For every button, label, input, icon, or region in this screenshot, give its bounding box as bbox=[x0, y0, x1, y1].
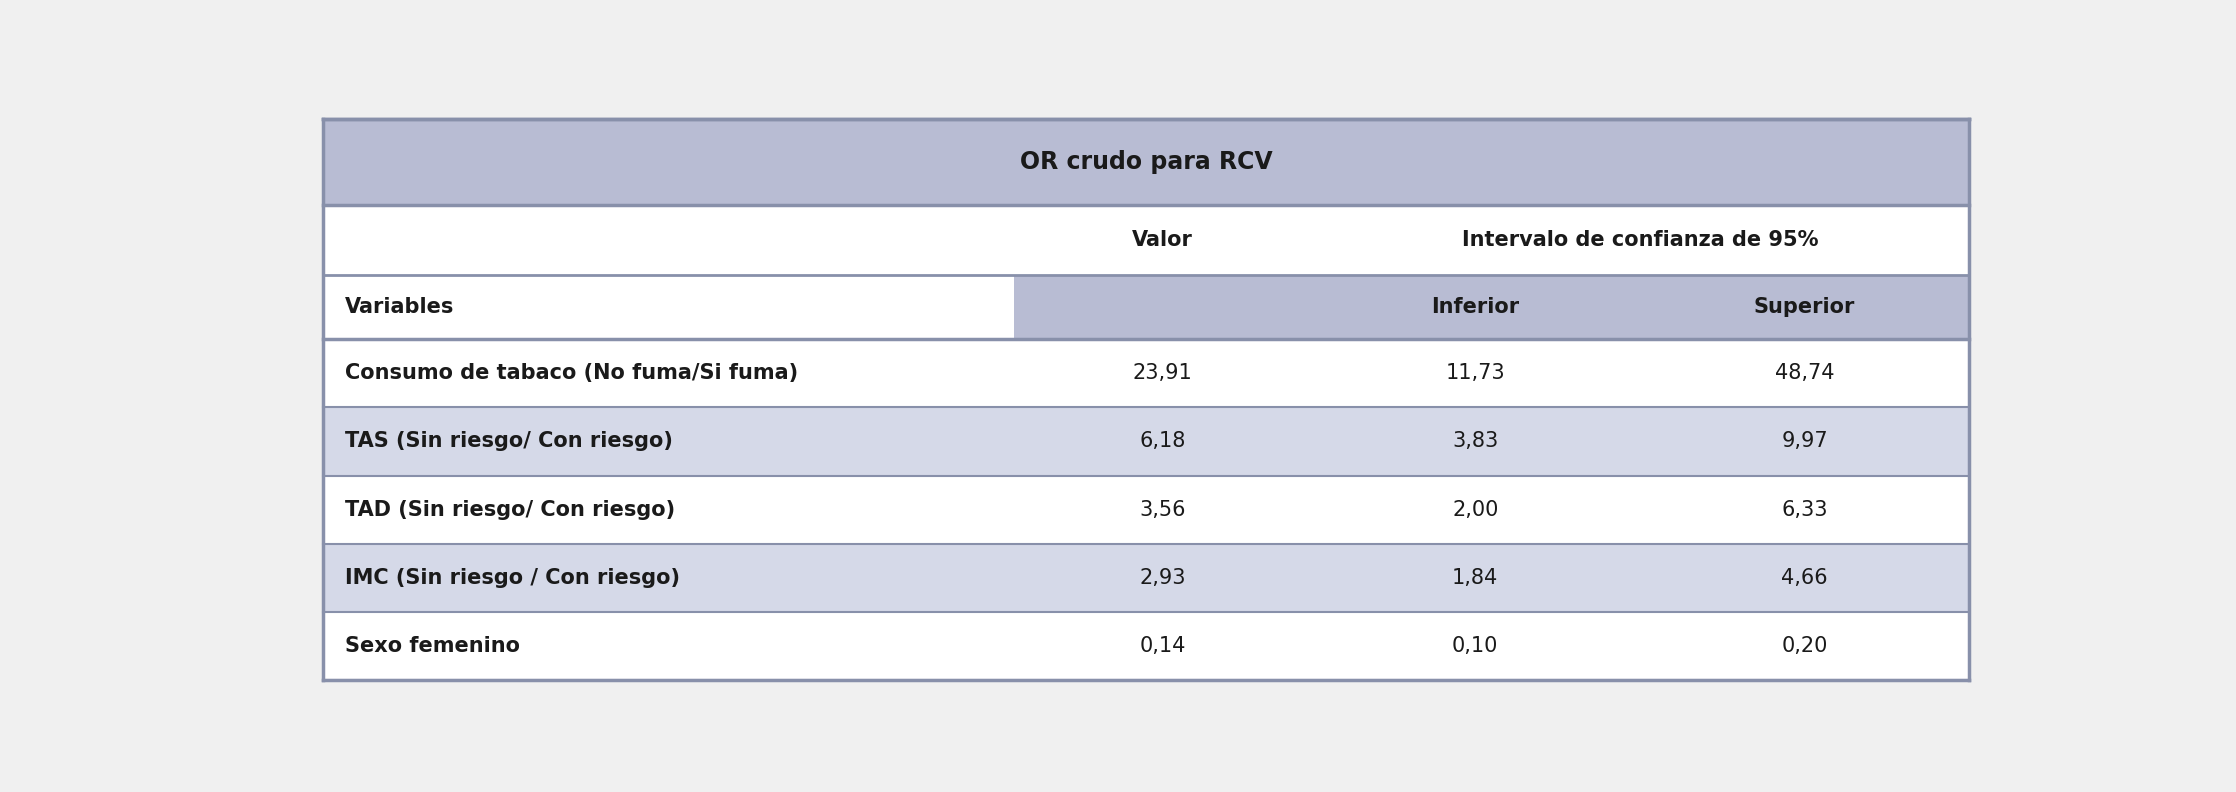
Text: 6,18: 6,18 bbox=[1138, 432, 1185, 451]
Text: 11,73: 11,73 bbox=[1444, 363, 1505, 383]
Bar bbox=[322, 275, 1015, 339]
Text: 0,20: 0,20 bbox=[1782, 636, 1827, 657]
Bar bbox=[1310, 339, 1639, 407]
Text: 1,84: 1,84 bbox=[1451, 568, 1498, 588]
Text: Inferior: Inferior bbox=[1431, 297, 1518, 317]
Text: Variables: Variables bbox=[344, 297, 454, 317]
Text: 2,93: 2,93 bbox=[1138, 568, 1185, 588]
Text: Intervalo de confianza de 95%: Intervalo de confianza de 95% bbox=[1462, 230, 1818, 250]
Bar bbox=[1015, 544, 1310, 612]
Bar bbox=[1310, 612, 1639, 680]
Bar bbox=[322, 544, 1015, 612]
Bar bbox=[1310, 275, 1639, 339]
Text: 0,14: 0,14 bbox=[1138, 636, 1185, 657]
Text: 2,00: 2,00 bbox=[1451, 500, 1498, 520]
Text: TAS (Sin riesgo/ Con riesgo): TAS (Sin riesgo/ Con riesgo) bbox=[344, 432, 673, 451]
Bar bbox=[1639, 407, 1970, 475]
Bar bbox=[1639, 612, 1970, 680]
Bar bbox=[1310, 475, 1639, 544]
Bar bbox=[1015, 407, 1310, 475]
Bar bbox=[322, 339, 1015, 407]
Bar bbox=[1639, 339, 1970, 407]
Text: 9,97: 9,97 bbox=[1782, 432, 1827, 451]
Text: 3,56: 3,56 bbox=[1138, 500, 1185, 520]
Text: Consumo de tabaco (No fuma/Si fuma): Consumo de tabaco (No fuma/Si fuma) bbox=[344, 363, 798, 383]
Text: 4,66: 4,66 bbox=[1782, 568, 1827, 588]
Text: OR crudo para RCV: OR crudo para RCV bbox=[1020, 150, 1272, 174]
Bar bbox=[1639, 275, 1970, 339]
Bar bbox=[1639, 475, 1970, 544]
Text: 0,10: 0,10 bbox=[1451, 636, 1498, 657]
Text: Valor: Valor bbox=[1131, 230, 1192, 250]
Bar bbox=[322, 612, 1015, 680]
Bar bbox=[322, 120, 1970, 205]
Text: 23,91: 23,91 bbox=[1134, 363, 1192, 383]
Text: 3,83: 3,83 bbox=[1451, 432, 1498, 451]
Bar bbox=[1310, 544, 1639, 612]
Text: IMC (Sin riesgo / Con riesgo): IMC (Sin riesgo / Con riesgo) bbox=[344, 568, 680, 588]
Text: Sexo femenino: Sexo femenino bbox=[344, 636, 521, 657]
Bar bbox=[1310, 205, 1970, 275]
Bar bbox=[322, 407, 1015, 475]
Text: TAD (Sin riesgo/ Con riesgo): TAD (Sin riesgo/ Con riesgo) bbox=[344, 500, 675, 520]
Text: 48,74: 48,74 bbox=[1775, 363, 1834, 383]
Bar bbox=[1015, 339, 1310, 407]
Bar bbox=[1015, 475, 1310, 544]
Bar bbox=[1015, 612, 1310, 680]
Text: Superior: Superior bbox=[1753, 297, 1856, 317]
Bar bbox=[1310, 407, 1639, 475]
Bar bbox=[1015, 275, 1310, 339]
Bar bbox=[322, 205, 1015, 275]
Text: 6,33: 6,33 bbox=[1782, 500, 1827, 520]
Bar bbox=[1015, 205, 1310, 275]
Bar bbox=[322, 475, 1015, 544]
Bar bbox=[1639, 544, 1970, 612]
